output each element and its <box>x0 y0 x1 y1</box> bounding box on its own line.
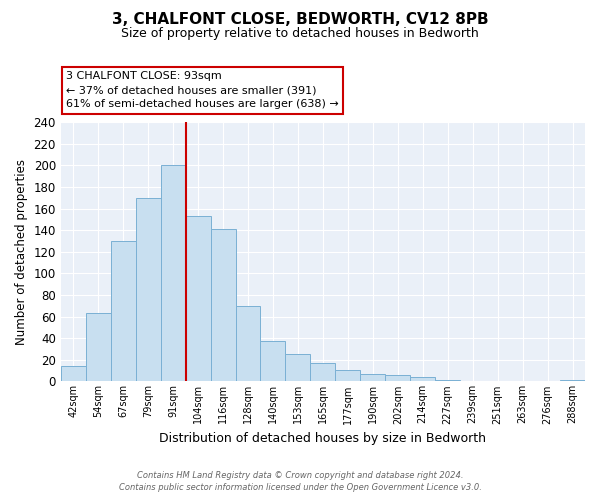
Bar <box>286 354 310 382</box>
Bar <box>310 363 335 382</box>
Bar <box>260 342 286 382</box>
Bar <box>61 366 86 382</box>
Bar <box>335 370 361 382</box>
X-axis label: Distribution of detached houses by size in Bedworth: Distribution of detached houses by size … <box>160 432 487 445</box>
Bar <box>86 314 111 382</box>
Bar <box>361 374 385 382</box>
Bar <box>185 216 211 382</box>
Bar <box>236 306 260 382</box>
Bar <box>136 198 161 382</box>
Bar <box>385 375 410 382</box>
Text: 3 CHALFONT CLOSE: 93sqm
← 37% of detached houses are smaller (391)
61% of semi-d: 3 CHALFONT CLOSE: 93sqm ← 37% of detache… <box>66 72 339 110</box>
Text: Size of property relative to detached houses in Bedworth: Size of property relative to detached ho… <box>121 28 479 40</box>
Text: Contains HM Land Registry data © Crown copyright and database right 2024.
Contai: Contains HM Land Registry data © Crown c… <box>119 471 481 492</box>
Bar <box>410 377 435 382</box>
Text: 3, CHALFONT CLOSE, BEDWORTH, CV12 8PB: 3, CHALFONT CLOSE, BEDWORTH, CV12 8PB <box>112 12 488 28</box>
Bar <box>211 229 236 382</box>
Y-axis label: Number of detached properties: Number of detached properties <box>15 159 28 345</box>
Bar <box>111 241 136 382</box>
Bar <box>435 380 460 382</box>
Bar <box>560 380 585 382</box>
Bar <box>161 166 185 382</box>
